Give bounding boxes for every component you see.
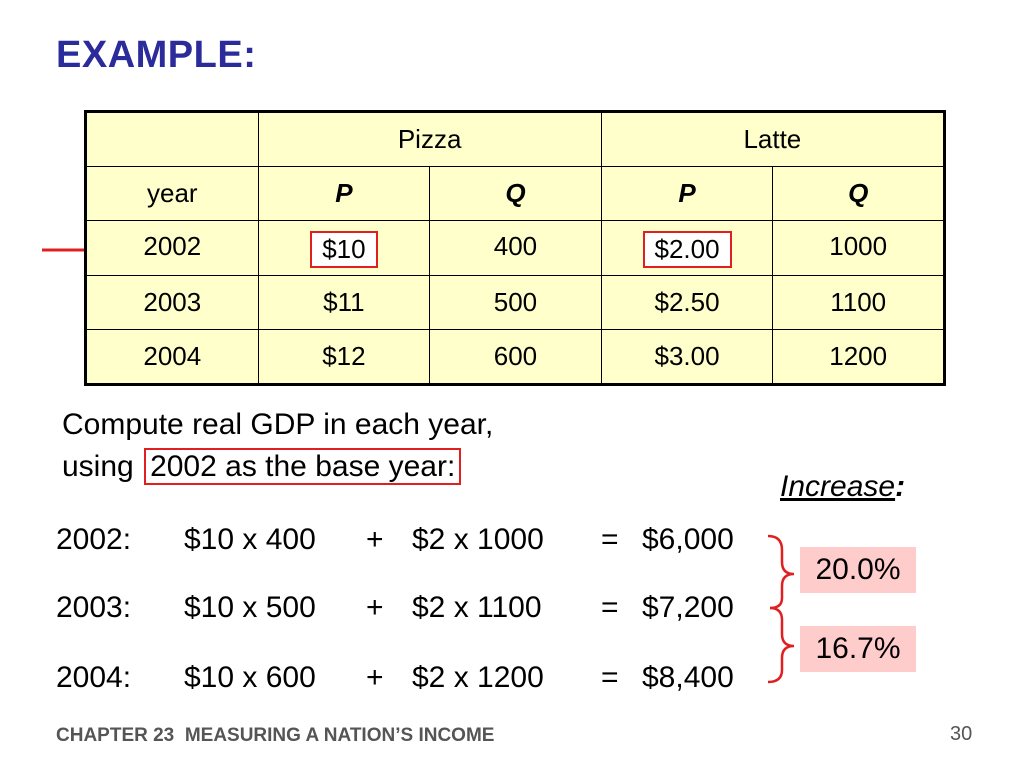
equation-plus: +: [366, 661, 384, 694]
slide-title: EXAMPLE:: [56, 34, 257, 76]
equation-equals: =: [601, 523, 619, 556]
footer-chapter: CHAPTER 23 MEASURING A NATION’S INCOME: [56, 725, 494, 747]
header-pizza-quantity: Q: [429, 166, 602, 221]
equation-latte-term: $2 x 1200: [412, 661, 544, 694]
instruction-text: Compute real GDP in each year, using 200…: [62, 404, 493, 488]
latte-quantity-cell: 1200: [772, 329, 945, 385]
highlighted-base-price: $10: [310, 231, 378, 268]
equation-plus: +: [366, 523, 384, 556]
table-row: 2004 $12 600 $3.00 1200: [85, 329, 945, 385]
header-pizza-price: P: [257, 166, 431, 221]
latte-quantity-cell: 1100: [772, 275, 945, 330]
equation-year: 2003:: [56, 591, 132, 624]
increase-2003-badge: 20.0%: [800, 547, 916, 593]
header-latte: Latte: [600, 111, 946, 167]
equation-year: 2004:: [56, 661, 132, 694]
pizza-quantity-cell: 500: [429, 275, 602, 330]
highlighted-base-price: $2.00: [642, 231, 732, 268]
pizza-quantity-cell: 600: [429, 329, 602, 385]
increase-label-text: Increase: [780, 470, 896, 503]
year-cell: 2002: [85, 220, 259, 276]
pizza-price-cell: $12: [257, 329, 431, 385]
pizza-quantity-cell: 400: [429, 220, 602, 276]
instruction-line-2: using 2002 as the base year:: [62, 446, 493, 488]
page-number: 30: [950, 723, 973, 745]
equation-pizza-term: $10 x 400: [184, 523, 316, 556]
equation-equals: =: [601, 661, 619, 694]
header-latte-quantity: Q: [772, 166, 945, 221]
latte-price-cell: $3.00: [600, 329, 774, 385]
equation-total: $6,000: [642, 523, 734, 556]
latte-price-cell: $2.50: [600, 275, 774, 330]
price-quantity-table: Pizza Latte year P Q P Q 2002 $10 400 $2…: [84, 110, 946, 386]
year-cell: 2004: [85, 329, 259, 385]
curly-brace-icon: [767, 534, 795, 684]
instruction-line-1: Compute real GDP in each year,: [62, 408, 494, 441]
table-header-row: Pizza Latte: [85, 111, 946, 167]
equation-latte-term: $2 x 1100: [412, 591, 542, 624]
latte-price-cell: $2.00: [600, 220, 774, 276]
equation-total: $8,400: [642, 661, 734, 694]
footer-chapter-number: CHAPTER 23: [56, 725, 175, 746]
equation-latte-term: $2 x 1000: [412, 523, 544, 556]
table-row: 2003 $11 500 $2.50 1100: [85, 275, 945, 330]
equation-equals: =: [601, 591, 619, 624]
equation-plus: +: [366, 591, 384, 624]
header-latte-price: P: [600, 166, 774, 221]
equation-total: $7,200: [642, 591, 734, 624]
increase-2004-badge: 16.7%: [800, 626, 916, 672]
increase-label: Increase:: [780, 470, 905, 504]
header-pizza: Pizza: [257, 111, 602, 167]
pizza-price-cell: $11: [257, 275, 431, 330]
table-row: 2002 $10 400 $2.00 1000: [85, 220, 945, 276]
table-subheader-row: year P Q P Q: [85, 166, 945, 221]
instruction-prefix: using: [62, 450, 134, 483]
year-cell: 2003: [85, 275, 259, 330]
latte-quantity-cell: 1000: [772, 220, 945, 276]
table-corner-cell: [85, 111, 259, 167]
pizza-price-cell: $10: [257, 220, 431, 276]
equation-pizza-term: $10 x 600: [184, 661, 316, 694]
base-year-highlight: 2002 as the base year:: [144, 448, 462, 485]
equation-year: 2002:: [56, 523, 132, 556]
equation-pizza-term: $10 x 500: [184, 591, 316, 624]
footer-chapter-title: MEASURING A NATION’S INCOME: [184, 725, 495, 746]
increase-label-colon: :: [895, 470, 906, 503]
header-year: year: [85, 166, 259, 221]
